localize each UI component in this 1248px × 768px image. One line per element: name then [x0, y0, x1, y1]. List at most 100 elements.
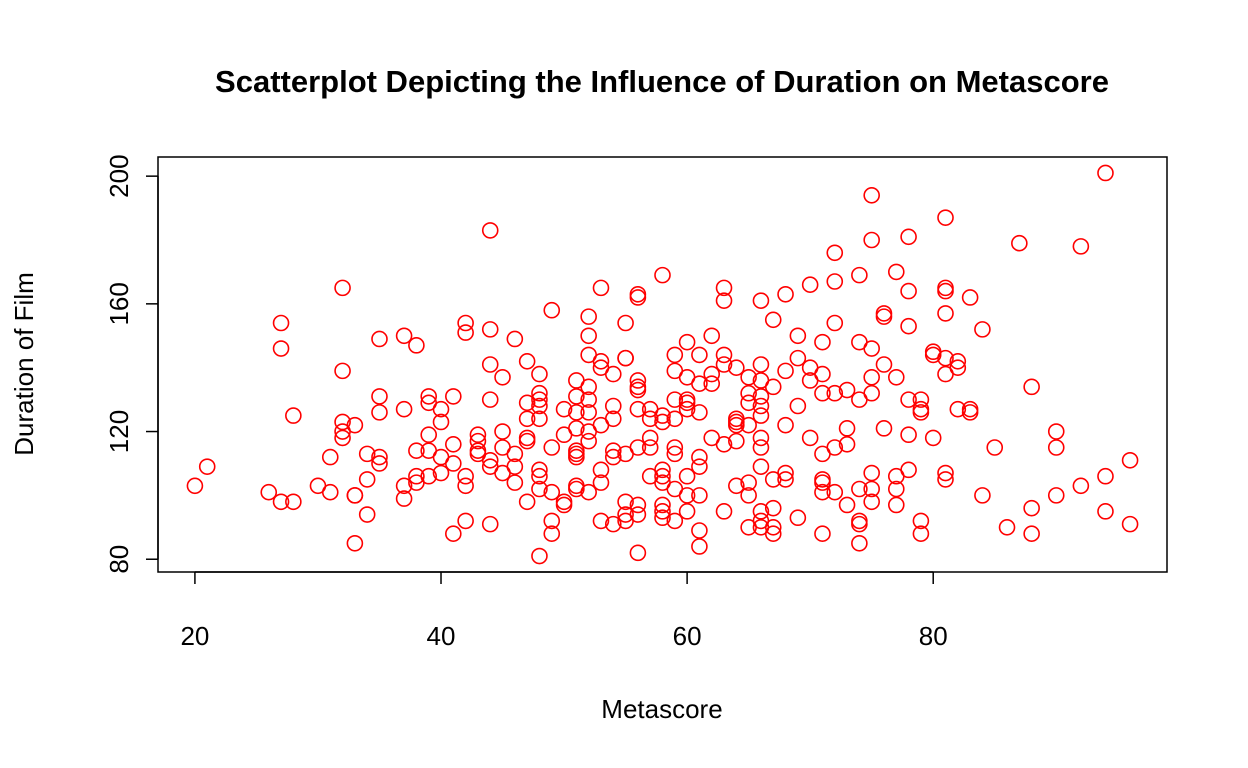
data-point [752, 292, 770, 309]
data-point [604, 448, 622, 466]
data-point [838, 420, 856, 437]
x-axis: 20 40 60 80 [180, 571, 948, 651]
data-point [1121, 451, 1139, 469]
data-point [481, 356, 499, 373]
data-point [1097, 164, 1114, 182]
data-point [629, 372, 647, 389]
data-point [518, 394, 536, 412]
data-point [728, 416, 745, 434]
data-point [937, 305, 954, 322]
data-point [666, 445, 684, 463]
data-point [531, 397, 548, 415]
data-point [961, 289, 979, 306]
data-point [937, 464, 954, 482]
data-point [764, 311, 782, 329]
data-point [371, 455, 388, 472]
x-tick-label: 80 [919, 621, 948, 651]
data-point [641, 429, 659, 447]
data-point [728, 432, 745, 450]
data-point [358, 506, 376, 523]
data-point [814, 525, 831, 542]
data-point [728, 477, 745, 495]
data-point [814, 474, 831, 491]
data-point [924, 429, 942, 447]
data-point [321, 483, 339, 501]
data-point [752, 407, 770, 424]
data-point [445, 455, 462, 472]
data-point [863, 480, 880, 498]
data-point [531, 365, 548, 383]
data-point [617, 349, 634, 367]
data-point [629, 506, 647, 523]
data-point [543, 439, 561, 456]
chart-title: Scatterplot Depicting the Influence of D… [215, 64, 1109, 99]
data-point [580, 432, 597, 450]
data-point [371, 388, 388, 405]
data-point [358, 445, 376, 463]
data-point [592, 279, 610, 297]
data-point [580, 483, 597, 501]
data-point [457, 467, 474, 485]
data-point [469, 426, 487, 444]
data-point [481, 451, 499, 469]
data-point [592, 461, 610, 479]
data-point [531, 547, 548, 565]
data-point [346, 416, 364, 434]
data-point [764, 499, 782, 517]
data-point [826, 314, 844, 332]
data-point [617, 493, 634, 511]
data-point [851, 266, 868, 284]
data-point [198, 458, 216, 475]
data-point [814, 483, 831, 501]
data-point [432, 400, 450, 418]
data-point [863, 384, 880, 402]
data-point [543, 512, 561, 530]
data-point [432, 413, 450, 431]
data-point [654, 407, 671, 424]
data-point [789, 327, 807, 345]
data-point [420, 467, 438, 485]
data-point [346, 534, 364, 552]
data-point [568, 445, 585, 463]
data-point [678, 487, 696, 504]
data-point [912, 525, 930, 542]
data-point [752, 356, 770, 373]
y-tick-label: 160 [104, 282, 134, 325]
data-point [863, 368, 880, 386]
data-point [395, 400, 413, 418]
data-point [481, 515, 499, 533]
data-point [974, 321, 991, 338]
data-point [629, 400, 647, 418]
data-point [543, 483, 561, 501]
data-point [863, 187, 880, 204]
data-point [752, 503, 770, 520]
data-point [555, 496, 573, 514]
data-point [1072, 238, 1090, 255]
data-point [408, 442, 425, 459]
data-point [875, 356, 893, 373]
data-point [580, 327, 597, 345]
data-point [629, 496, 647, 514]
data-point [875, 420, 893, 437]
data-point [395, 327, 413, 345]
data-point [531, 410, 548, 428]
data-point [445, 388, 462, 405]
data-point [678, 400, 696, 418]
data-point [937, 349, 954, 367]
data-point [272, 314, 290, 332]
data-point [531, 480, 548, 498]
data-point [764, 378, 782, 396]
data-point [272, 340, 290, 357]
data-point [728, 359, 745, 376]
data-point [654, 509, 671, 527]
data-point [752, 439, 770, 456]
data-point [900, 426, 917, 444]
data-point [863, 464, 880, 482]
data-point [1121, 515, 1139, 533]
y-axis: 80 120 160 200 [104, 154, 159, 574]
data-point [408, 467, 425, 485]
data-point [1023, 499, 1040, 517]
data-point [580, 391, 597, 408]
data-point [814, 365, 831, 383]
data-point [518, 410, 536, 428]
